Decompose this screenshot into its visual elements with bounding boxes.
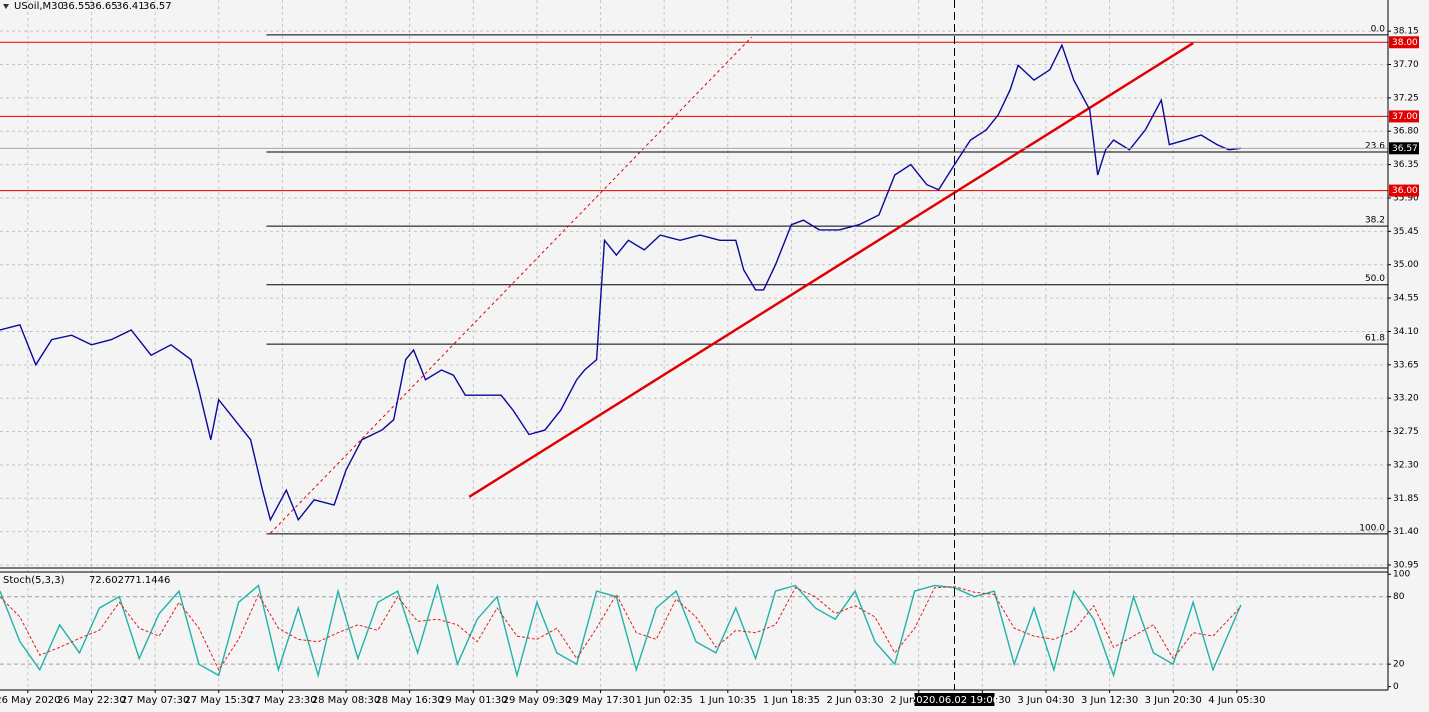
- fib-label: 38.2: [1365, 216, 1385, 226]
- fib-label: 61.8: [1365, 334, 1385, 344]
- series-line: [0, 43, 1241, 522]
- open: 36.55: [62, 1, 91, 12]
- y-tick-label: 38.15: [1393, 27, 1419, 37]
- y-tick-label: 20: [1393, 660, 1405, 670]
- x-tick-label: 4 Jun 05:30: [1208, 695, 1265, 706]
- x-tick-label: 29 May 01:30: [439, 695, 508, 706]
- x-tick-label: 3 Jun 12:30: [1081, 695, 1138, 706]
- y-tick-label: 100: [1393, 570, 1410, 580]
- x-tick-label: 26 May 22:30: [57, 695, 126, 706]
- low: 36.41: [116, 1, 145, 12]
- y-tick-label: 37.25: [1393, 93, 1419, 103]
- hline-label-box: [1389, 184, 1419, 197]
- trendline: [270, 36, 753, 534]
- x-tick-label: 29 May 09:30: [503, 695, 572, 706]
- symbol: USoil,M30: [14, 1, 64, 12]
- y-tick-label: 31.40: [1393, 527, 1419, 537]
- y-tick-label: 36.35: [1393, 160, 1419, 170]
- crosshair-label: 2020.06.02 19:00: [910, 695, 999, 706]
- y-tick-label: 32.30: [1393, 460, 1419, 470]
- y-tick-label: 31.85: [1393, 494, 1419, 504]
- stoch-d-value: 71.1446: [129, 575, 170, 586]
- y-tick-label: 30.95: [1393, 561, 1419, 571]
- y-tick-label: 36.80: [1393, 127, 1419, 137]
- x-tick-label: 27 May 23:30: [248, 695, 317, 706]
- y-tick-label: 33.65: [1393, 360, 1419, 370]
- hline-label: 37.00: [1392, 112, 1418, 122]
- x-tick-label: 1 Jun 10:35: [699, 695, 756, 706]
- y-tick-label: 0: [1393, 682, 1399, 692]
- x-tick-label: 27 May 15:30: [184, 695, 253, 706]
- x-tick-label: 1 Jun 02:35: [636, 695, 693, 706]
- trendline: [468, 41, 1194, 498]
- stoch-title: Stoch(5,3,3): [3, 575, 65, 586]
- y-tick-label: 34.10: [1393, 327, 1419, 337]
- fib-label: 23.6: [1365, 142, 1385, 152]
- y-tick-label: 80: [1393, 592, 1405, 602]
- hline-label: 38.00: [1392, 38, 1418, 48]
- series-line: [0, 582, 1242, 679]
- series-line: [0, 586, 1242, 671]
- y-tick-label: 33.20: [1393, 394, 1419, 404]
- crosshair-box: [914, 693, 995, 706]
- y-tick-label: 35.00: [1393, 260, 1419, 270]
- high: 36.65: [89, 1, 118, 12]
- price-label: 36.57: [1392, 144, 1418, 154]
- y-tick-label: 37.70: [1393, 60, 1419, 70]
- y-tick-label: 32.75: [1393, 427, 1419, 437]
- x-tick-label: 3 Jun 04:30: [1017, 695, 1074, 706]
- close: 36.57: [143, 1, 172, 12]
- y-tick-label: 34.55: [1393, 294, 1419, 304]
- x-tick-label: 3 Jun 20:30: [1145, 695, 1202, 706]
- fib-label: 100.0: [1359, 523, 1385, 533]
- symbol-icon: [3, 4, 9, 9]
- y-tick-label: 35.45: [1393, 227, 1419, 237]
- price-box: [1389, 142, 1419, 155]
- x-tick-label: 28 May 16:30: [375, 695, 444, 706]
- x-tick-label: 26 May 2020: [0, 695, 60, 706]
- hline-label-box: [1389, 36, 1419, 49]
- x-tick-label: 2 Jun 03:30: [826, 695, 883, 706]
- x-tick-label: 29 May 17:30: [566, 695, 635, 706]
- fib-label: 0.0: [1371, 24, 1386, 34]
- x-tick-label: 28 May 08:30: [312, 695, 381, 706]
- stoch-k-value: 72.6027: [89, 575, 130, 586]
- fib-label: 50.0: [1365, 274, 1385, 284]
- y-tick-label: 35.90: [1393, 193, 1419, 203]
- x-tick-label: 1 Jun 18:35: [763, 695, 820, 706]
- x-tick-label: 27 May 07:30: [121, 695, 190, 706]
- hline-label-box: [1389, 110, 1419, 123]
- hline-label: 36.00: [1392, 186, 1418, 196]
